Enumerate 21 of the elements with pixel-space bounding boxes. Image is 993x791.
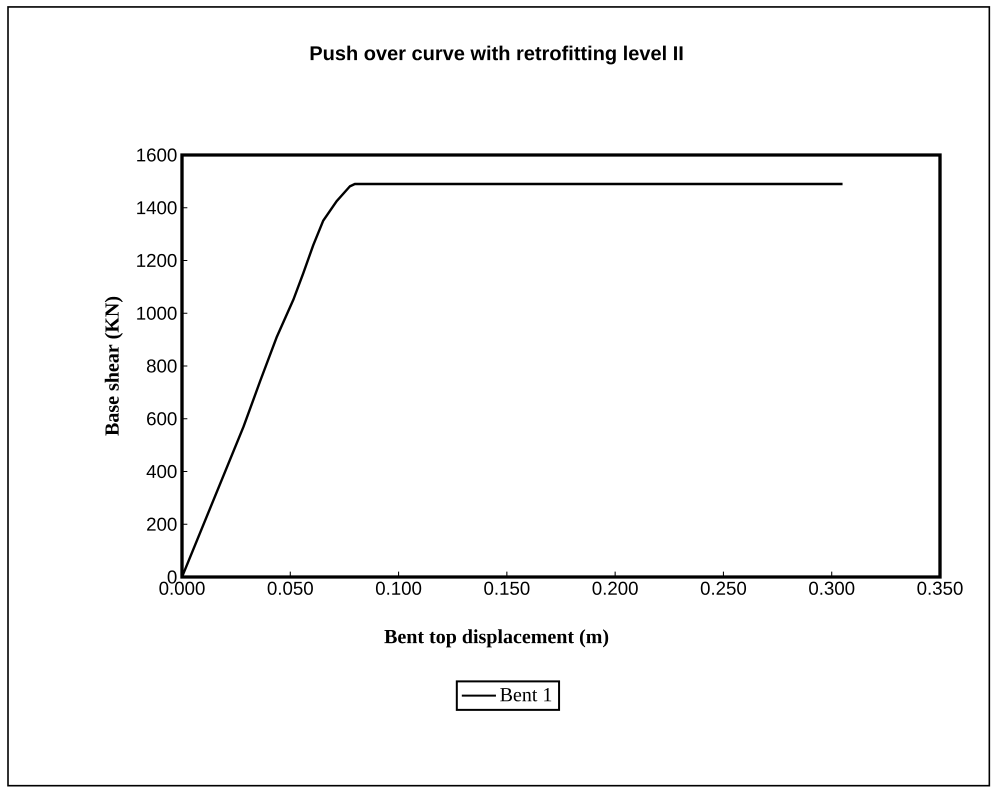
y-tick-label: 1200 [137, 254, 177, 268]
y-tick-label: 1600 [137, 148, 177, 162]
y-tick-label: 600 [147, 412, 177, 426]
y-tick-label: 400 [146, 464, 177, 478]
x-axis-title: Bent top displacement (m) [384, 629, 608, 648]
x-tick-label: 0.150 [484, 582, 530, 595]
x-tick-label: 0.050 [268, 582, 313, 595]
y-axis-title: Base shear (KN) [104, 296, 123, 436]
y-tick-label: 1000 [137, 306, 177, 320]
y-tick-label: 0 [168, 570, 177, 584]
y-tick-label: 800 [146, 359, 177, 373]
chart-title: Push over curve with retrofitting level II [310, 46, 683, 64]
x-tick-label: 0.350 [917, 582, 963, 595]
x-tick-label: 0.250 [700, 582, 746, 595]
y-tick-label: 200 [147, 518, 177, 531]
y-tick-label: 1400 [137, 201, 177, 214]
x-tick-label: 0.200 [592, 582, 638, 595]
x-tick-label: 0.100 [376, 582, 422, 595]
legend-label: Bent 1 [500, 688, 552, 702]
x-tick-label: 0.000 [159, 582, 205, 595]
x-tick-label: 0.300 [809, 582, 854, 595]
